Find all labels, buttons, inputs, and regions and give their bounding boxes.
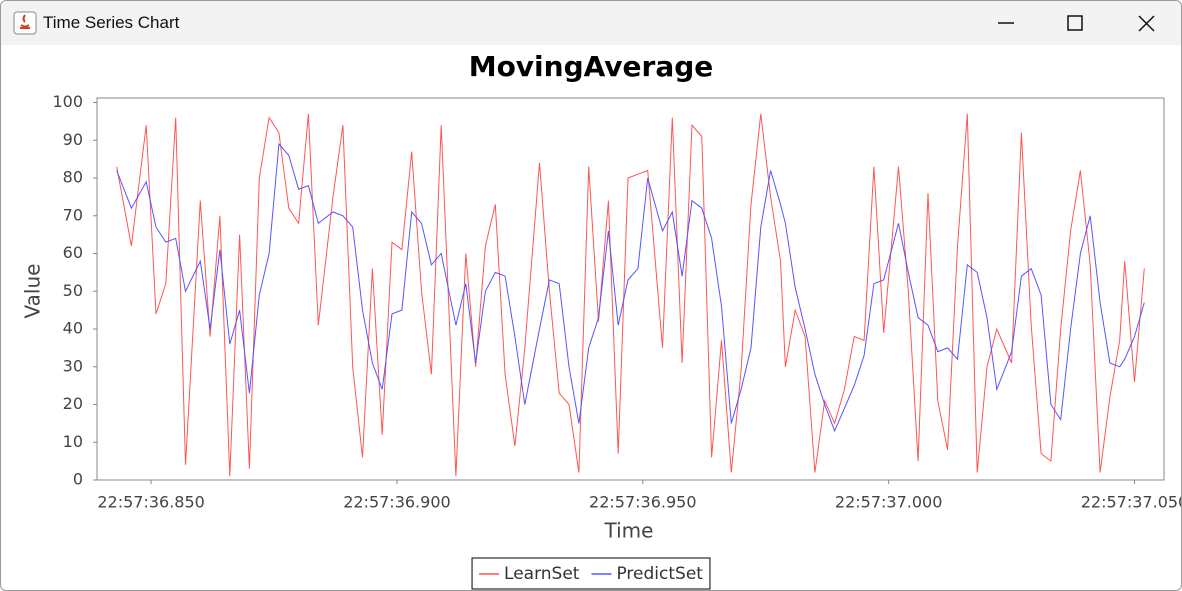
close-button[interactable] [1138,15,1155,32]
x-tick-label: 22:57:37.000 [835,493,942,512]
y-tick-label: 0 [73,470,83,489]
maximize-button[interactable] [1067,15,1083,31]
legend-box [471,557,711,590]
y-tick-label: 90 [63,130,83,149]
y-axis-label: Value [21,264,45,319]
y-tick-label: 40 [63,319,83,338]
legend-label: PredictSet [616,564,703,584]
y-tick-label: 10 [63,432,83,451]
y-tick-label: 50 [63,281,83,300]
x-axis-label: Time [604,519,654,543]
x-tick-label: 22:57:36.950 [589,493,696,512]
y-tick-label: 70 [63,205,83,224]
y-tick-label: 80 [63,168,83,187]
title-bar-icons [13,11,1155,35]
chart-title: MovingAverage [469,50,714,83]
x-tick-label: 22:57:37.050 [1081,493,1182,512]
window-title: Time Series Chart [43,13,180,32]
y-tick-label: 30 [63,356,83,375]
legend-label: LearnSet [504,564,580,584]
y-tick-label: 60 [63,243,83,262]
app-icon [13,11,37,35]
y-tick-label: 20 [63,394,83,413]
x-tick-label: 22:57:36.850 [97,493,204,512]
app-icon-cup [20,14,30,29]
title-bar: Time Series Chart [1,1,1181,45]
y-tick-label: 100 [52,92,83,111]
series-line [116,142,1145,433]
series-line [116,113,1145,477]
plot-area [96,97,1165,481]
x-tick-label: 22:57:36.900 [343,493,450,512]
legend: LearnSet PredictSet [479,564,703,584]
chart: MovingAverage Time Value 0 10 20 30 40 50 60 70… [21,50,1182,590]
